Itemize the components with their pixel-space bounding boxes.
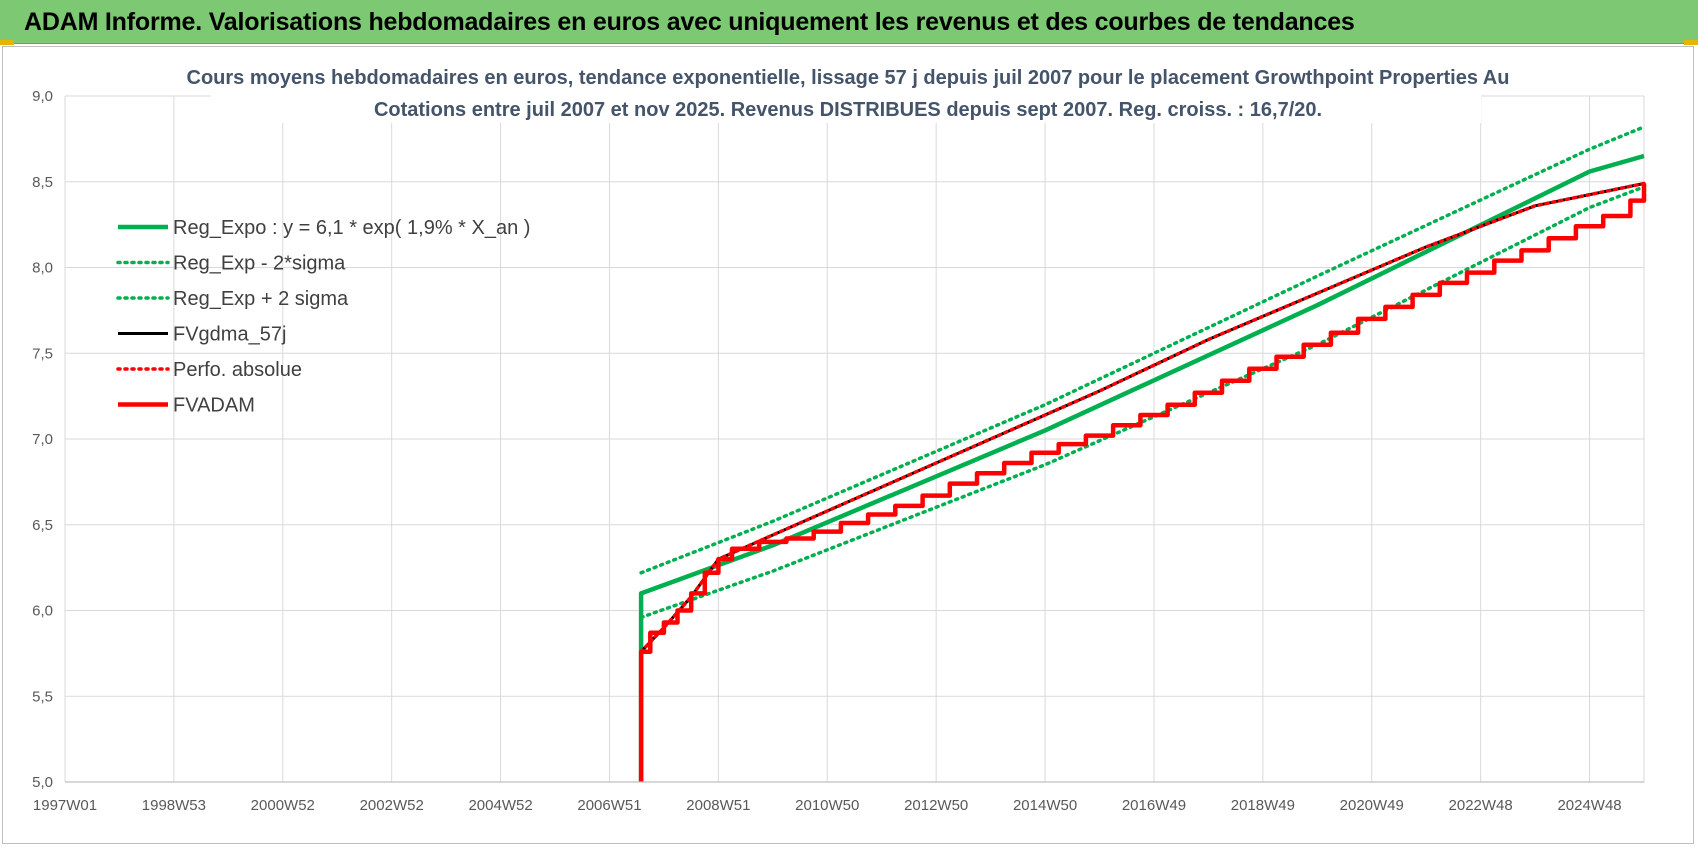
chart-title: Cours moyens hebdomadaires en euros, ten…	[187, 61, 1510, 123]
y-tick-label: 6,0	[32, 603, 53, 620]
y-tick-label: 6,5	[32, 517, 53, 534]
y-tick-label: 8,0	[32, 260, 53, 277]
chart-axes: 5,0 5,5 6,0 6,5 7,0 7,5 8,0 8,5 9,0 1997W01 1998W5…	[32, 88, 1644, 814]
chart-legend: Reg_Expo : y = 6,1 * exp( 1,9% * X_an ) R…	[116, 217, 530, 417]
report-title: ADAM Informe. Valorisations hebdomadaire…	[24, 8, 1355, 36]
legend-label: FVADAM	[173, 395, 255, 417]
legend-label: FVgdma_57j	[173, 324, 286, 346]
y-tick-label: 9,0	[32, 88, 53, 105]
series-line-5	[638, 183, 1647, 782]
legend-label: Perfo. absolue	[173, 359, 302, 381]
x-tick-label: 2020W49	[1340, 797, 1404, 814]
chart-area: Cours moyens hebdomadaires en euros, ten…	[2, 46, 1694, 844]
x-tick-label: 2008W51	[686, 797, 750, 814]
price-chart: Cours moyens hebdomadaires en euros, ten…	[32, 61, 1647, 814]
x-tick-label: 1997W01	[33, 797, 97, 814]
x-tick-label: 1998W53	[142, 797, 206, 814]
x-tick-label: 2014W50	[1013, 797, 1077, 814]
x-tick-label: 2016W49	[1122, 797, 1186, 814]
y-tick-label: 5,0	[32, 774, 53, 791]
x-tick-label: 2004W52	[468, 797, 532, 814]
legend-label: Reg_Expo : y = 6,1 * exp( 1,9% * X_an )	[173, 217, 530, 239]
title-backdrop	[211, 61, 1481, 123]
legend-label: Reg_Exp - 2*sigma	[173, 253, 346, 275]
x-tick-label: 2018W49	[1231, 797, 1295, 814]
y-tick-label: 8,5	[32, 174, 53, 191]
x-tick-label: 2010W50	[795, 797, 859, 814]
series-line-1	[639, 185, 1646, 620]
corner-marker-right	[1684, 40, 1698, 45]
x-tick-label: 2000W52	[251, 797, 315, 814]
y-tick-label: 7,0	[32, 431, 53, 448]
y-tick-label: 5,5	[32, 688, 53, 705]
x-tick-label: 2012W50	[904, 797, 968, 814]
chart-series	[638, 125, 1647, 782]
report-banner: ADAM Informe. Valorisations hebdomadaire…	[0, 0, 1698, 44]
chart-grid	[64, 95, 1645, 783]
series-line-2	[639, 125, 1646, 575]
x-tick-label: 2006W51	[577, 797, 641, 814]
legend-label: Reg_Exp + 2 sigma	[173, 288, 349, 310]
y-tick-label: 7,5	[32, 345, 53, 362]
chart-title-line: Cotations entre juil 2007 et nov 2025. R…	[374, 99, 1322, 121]
series-line-0	[638, 153, 1645, 782]
chart-title-line: Cours moyens hebdomadaires en euros, ten…	[187, 67, 1510, 89]
x-tick-label: 2002W52	[360, 797, 424, 814]
corner-marker-left	[0, 40, 14, 45]
x-tick-label: 2024W48	[1557, 797, 1621, 814]
series-line-4	[639, 181, 1646, 654]
x-tick-label: 2022W48	[1449, 797, 1513, 814]
